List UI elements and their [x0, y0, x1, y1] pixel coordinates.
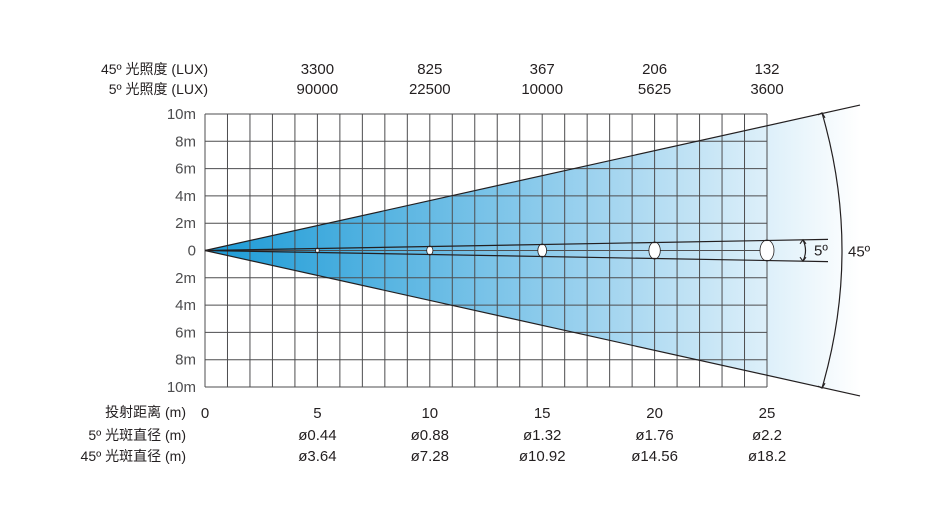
narrow-beam-upper-edge: [204, 238, 829, 252]
y-tick-label: 4m: [175, 297, 196, 314]
angle-annotations-group: [204, 104, 861, 397]
spot-diameter-value: ø2.2: [752, 427, 782, 444]
x-axis-label: 投射距离 (m): [105, 404, 186, 420]
y-tick-label: 6m: [175, 324, 196, 341]
lux-value: 10000: [521, 81, 563, 98]
narrow-angle-arrow-top: [799, 238, 807, 245]
spot-diameter-value: ø10.92: [519, 448, 566, 465]
y-tick-label: 6m: [175, 161, 196, 178]
wide-angle-arc: [821, 112, 843, 389]
row-label-lux-5: 5º 光照度 (LUX): [109, 81, 208, 97]
spot-diameter-value: ø1.32: [523, 427, 561, 444]
y-tick-label: 2m: [175, 215, 196, 232]
spot-ellipse: [537, 243, 547, 258]
spot-ellipse: [648, 241, 661, 260]
wide-beam-upper-edge: [204, 104, 861, 252]
lux-value: 90000: [297, 81, 339, 98]
narrow-beam-lower-edge: [204, 249, 829, 263]
lux-value: 22500: [409, 81, 451, 98]
spot-ellipse: [759, 239, 775, 262]
row-label-lux-45: 45º 光照度 (LUX): [101, 61, 208, 77]
x-tick-label: 25: [759, 405, 776, 422]
row-label-spot-45: 45º 光斑直径 (m): [81, 448, 186, 464]
spot-diameter-value: ø3.64: [298, 448, 336, 465]
labels-group: 5º 45º 10m 8m 6m 4m 2m 0 2m 4m 6m 8m 10m 45º 光照度 (LUX…: [81, 61, 871, 465]
x-tick-label: 5: [313, 405, 321, 422]
wide-angle-arrow-top: [817, 112, 826, 119]
spot-diameter-value: ø7.28: [411, 448, 449, 465]
wide-angle-arrow-bottom: [817, 382, 826, 389]
lux-value: 132: [754, 61, 779, 78]
spot-diameter-value: ø1.76: [635, 427, 673, 444]
spot-diameter-value: ø14.56: [631, 448, 678, 465]
y-tick-label: 8m: [175, 133, 196, 150]
lux-value: 5625: [638, 81, 671, 98]
x-tick-label: 10: [421, 405, 438, 422]
row-label-spot-5: 5º 光斑直径 (m): [88, 427, 186, 443]
y-tick-label: 0: [188, 243, 196, 260]
x-tick-label: 15: [534, 405, 551, 422]
narrow-angle-label: 5º: [814, 243, 828, 260]
y-tick-label: 2m: [175, 270, 196, 287]
lux-value: 206: [642, 61, 667, 78]
lux-value: 825: [417, 61, 442, 78]
lux-value: 3300: [301, 61, 334, 78]
y-tick-label: 4m: [175, 188, 196, 205]
y-tick-label: 8m: [175, 352, 196, 369]
spot-diameter-value: ø0.44: [298, 427, 336, 444]
spot-diameter-value: ø0.88: [411, 427, 449, 444]
wide-angle-label: 45º: [848, 244, 871, 261]
spot-diameter-value: ø18.2: [748, 448, 786, 465]
spot-ellipse: [426, 245, 434, 256]
grid-group: [204, 113, 768, 388]
y-tick-label: 10m: [167, 379, 196, 396]
y-tick-label: 10m: [167, 106, 196, 123]
x-tick-label: 0: [201, 405, 209, 422]
wide-beam-lower-edge: [204, 249, 861, 397]
lux-value: 367: [530, 61, 555, 78]
x-tick-label: 20: [646, 405, 663, 422]
lux-value: 3600: [750, 81, 783, 98]
narrow-angle-arrow-bottom: [799, 256, 807, 263]
